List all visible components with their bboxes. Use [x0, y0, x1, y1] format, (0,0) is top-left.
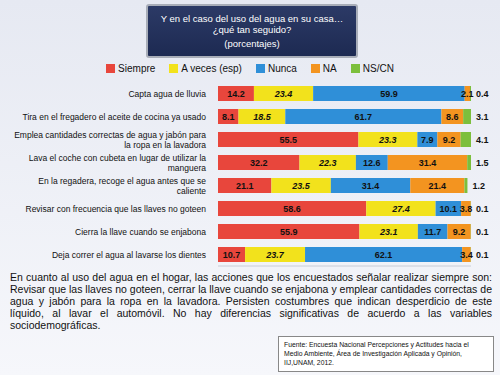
- svg-text:23.4: 23.4: [274, 89, 293, 99]
- svg-text:1.5: 1.5: [476, 158, 489, 168]
- svg-text:Tira en el fregadero el aceite: Tira en el fregadero el aceite de cocina…: [23, 112, 207, 122]
- svg-text:18.5: 18.5: [253, 112, 272, 122]
- svg-text:Cierra la llave cuando se enja: Cierra la llave cuando se enjabona: [75, 227, 206, 237]
- svg-text:0.1: 0.1: [476, 204, 489, 214]
- svg-text:4.1: 4.1: [476, 135, 489, 145]
- svg-text:31.4: 31.4: [362, 181, 380, 191]
- html-text:NA: NA: [322, 63, 337, 74]
- svg-text:9.2: 9.2: [453, 227, 466, 237]
- svg-text:14.2: 14.2: [227, 89, 245, 99]
- svg-text:Deja correr el agua al lavarse: Deja correr el agua al lavarse los dient…: [52, 250, 206, 260]
- svg-text:1.2: 1.2: [472, 181, 485, 191]
- svg-text:8.6: 8.6: [446, 112, 459, 122]
- svg-text:Emplea cantidades correctas de: Emplea cantidades correctas de agua y ja…: [14, 130, 206, 150]
- svg-text:55.9: 55.9: [280, 227, 298, 237]
- svg-text:Lava el coche con cubeta en lu: Lava el coche con cubeta en lugar de uti…: [29, 153, 206, 173]
- svg-text:58.6: 58.6: [283, 204, 301, 214]
- svg-text:59.9: 59.9: [380, 89, 398, 99]
- svg-text:Revisar con frecuencia que las: Revisar con frecuencia que las llaves no…: [26, 204, 207, 214]
- html-text:NS/CN: NS/CN: [362, 63, 394, 74]
- svg-text:61.7: 61.7: [355, 112, 373, 122]
- svg-text:55.5: 55.5: [279, 135, 297, 145]
- svg-text:0.1: 0.1: [476, 250, 489, 260]
- svg-text:21.1: 21.1: [236, 181, 254, 191]
- svg-text:27.4: 27.4: [391, 204, 410, 214]
- svg-text:32.2: 32.2: [250, 158, 268, 168]
- svg-text:3.1: 3.1: [476, 112, 489, 122]
- svg-text:10.7: 10.7: [223, 250, 241, 260]
- html-text:En cuanto al uso del agua en e: En cuanto al uso del agua en el hogar, l…: [10, 271, 492, 331]
- svg-text:7.9: 7.9: [421, 135, 434, 145]
- svg-text:10.1: 10.1: [440, 204, 458, 214]
- svg-text:21.4: 21.4: [429, 181, 447, 191]
- svg-text:11.7: 11.7: [424, 227, 441, 237]
- svg-text:3.4: 3.4: [460, 250, 473, 260]
- html-text:Fuente: Encuesta Nacional Perc: Fuente: Encuesta Nacional Percepciones y…: [284, 341, 469, 366]
- svg-text:2.1: 2.1: [461, 89, 474, 99]
- svg-text:22.3: 22.3: [318, 158, 337, 168]
- svg-text:0.4: 0.4: [476, 89, 489, 99]
- svg-text:3.8: 3.8: [460, 204, 473, 214]
- svg-text:Capta agua de lluvia: Capta agua de lluvia: [128, 89, 206, 99]
- svg-text:31.4: 31.4: [419, 158, 437, 168]
- svg-text:8.1: 8.1: [222, 112, 235, 122]
- svg-text:En la regadera, recoge el agua: En la regadera, recoge el agua antes que…: [38, 176, 206, 196]
- svg-text:23.3: 23.3: [378, 135, 397, 145]
- svg-text:0.1: 0.1: [476, 227, 489, 237]
- svg-text:23.1: 23.1: [379, 227, 398, 237]
- html-text:Siempre: Siempre: [118, 63, 156, 74]
- html-text:(porcentajes): (porcentajes): [224, 38, 280, 49]
- svg-text:62.1: 62.1: [375, 250, 393, 260]
- html-text:Nunca: Nunca: [268, 63, 297, 74]
- svg-text:23.5: 23.5: [291, 181, 311, 191]
- svg-text:9.2: 9.2: [443, 135, 456, 145]
- html-text:Y en el caso del uso del agua: Y en el caso del uso del agua en su casa…: [160, 13, 344, 35]
- svg-text:12.6: 12.6: [363, 158, 381, 168]
- svg-text:23.7: 23.7: [265, 250, 285, 260]
- html-text:A veces (esp): A veces (esp): [181, 63, 242, 74]
